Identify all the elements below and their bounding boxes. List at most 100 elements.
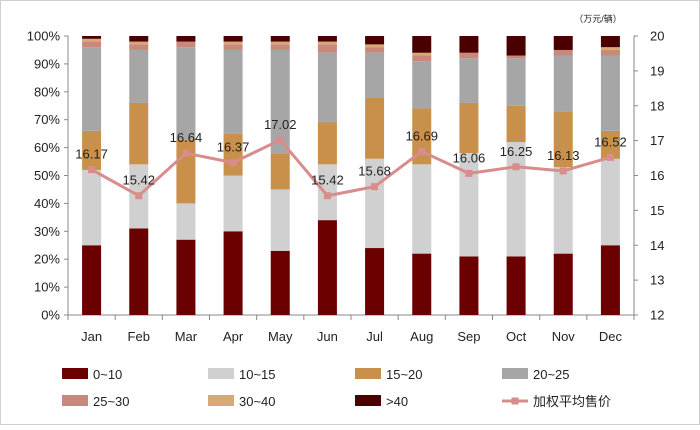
legend-swatch xyxy=(208,368,234,379)
bar-segment xyxy=(365,52,385,98)
y-right-tick-label: 17 xyxy=(650,133,664,148)
y-right-tick-label: 12 xyxy=(650,308,664,323)
y-left-tick-label: 100% xyxy=(27,29,61,44)
bar-segment xyxy=(82,245,102,315)
legend-item: 30~40 xyxy=(208,394,276,409)
legend-swatch xyxy=(62,368,88,379)
price-data-label: 15.42 xyxy=(311,173,344,188)
bar-segment xyxy=(506,142,526,257)
y-right-tick-label: 14 xyxy=(650,238,664,253)
legend-item: 加权平均售价 xyxy=(502,394,611,409)
y-right-tick-label: 20 xyxy=(650,29,664,44)
bar-segment xyxy=(317,36,337,42)
price-data-label: 15.42 xyxy=(122,173,155,188)
bar-segment xyxy=(82,41,102,48)
legend-swatch xyxy=(502,368,528,379)
y-right-tick-label: 18 xyxy=(650,98,664,113)
bar-segment xyxy=(506,105,526,143)
x-tick-label: Oct xyxy=(506,329,527,344)
price-marker xyxy=(182,149,190,157)
price-marker xyxy=(323,192,331,200)
bar-segment xyxy=(317,44,337,53)
bar-stack-mar xyxy=(176,36,196,315)
bar-segment xyxy=(600,55,620,131)
legend-item: >40 xyxy=(355,394,408,409)
bar-segment xyxy=(129,41,149,45)
bar-segment xyxy=(412,253,432,315)
bar-segment xyxy=(317,52,337,123)
bar-segment xyxy=(223,44,243,50)
bar-segment xyxy=(82,169,102,246)
bar-segment xyxy=(176,36,196,42)
price-data-label: 16.06 xyxy=(453,150,486,165)
legend-label: 15~20 xyxy=(386,367,423,382)
bar-segment xyxy=(412,164,432,254)
bar-stack-may xyxy=(270,36,290,315)
legend-label: >40 xyxy=(386,394,408,409)
y-left-tick-label: 70% xyxy=(34,112,60,127)
bar-segment xyxy=(270,41,290,45)
bar-segment xyxy=(270,250,290,315)
bar-segment xyxy=(600,245,620,315)
bar-segment xyxy=(459,102,479,154)
x-tick-label: Feb xyxy=(128,329,150,344)
bars xyxy=(82,36,620,315)
bar-stack-oct xyxy=(506,36,526,315)
bar-segment xyxy=(365,36,385,45)
price-marker xyxy=(559,167,567,175)
bar-segment xyxy=(412,108,432,165)
bar-stack-jan xyxy=(82,36,102,315)
legend-label: 0~10 xyxy=(93,367,122,382)
price-data-label: 16.17 xyxy=(75,147,108,162)
bar-segment xyxy=(129,102,149,165)
bar-segment xyxy=(270,49,290,154)
bar-segment xyxy=(223,133,243,176)
bar-segment xyxy=(129,228,149,315)
price-line-layer xyxy=(88,136,614,200)
labels-layer: 16.17 15.42 16.64 16.37 17.02 15.42 15.68 16.69… xyxy=(75,117,626,188)
price-marker xyxy=(371,183,379,191)
bar-segment xyxy=(317,122,337,165)
price-marker xyxy=(276,136,284,144)
bar-segment xyxy=(176,203,196,240)
legend-item: 10~15 xyxy=(208,367,276,382)
y-left-tick-label: 40% xyxy=(34,196,60,211)
legend-label: 30~40 xyxy=(239,394,276,409)
legend-item: 0~10 xyxy=(62,367,122,382)
bar-segment xyxy=(600,130,620,159)
bar-stack-sep xyxy=(459,36,479,315)
x-tick-label: Aug xyxy=(410,329,433,344)
bar-segment xyxy=(412,61,432,109)
bar-segment xyxy=(553,36,573,50)
legend-item: 15~20 xyxy=(355,367,423,382)
bar-segment xyxy=(600,49,620,56)
bar-stack-nov xyxy=(553,36,573,315)
bar-segment xyxy=(129,44,149,50)
bar-segment xyxy=(553,111,573,168)
x-tick-label: Apr xyxy=(223,329,244,344)
x-tick-label: Jun xyxy=(317,329,338,344)
bar-segment xyxy=(223,231,243,315)
bar-segment xyxy=(506,55,526,59)
legend-swatch xyxy=(355,368,381,379)
price-data-label: 16.64 xyxy=(170,130,203,145)
legend-item: 25~30 xyxy=(62,394,130,409)
bar-stack-apr xyxy=(223,36,243,315)
bar-segment xyxy=(365,248,385,315)
y-right-tick-label: 16 xyxy=(650,168,664,183)
bar-segment xyxy=(82,36,102,39)
price-data-label: 15.68 xyxy=(358,164,391,179)
bar-stack-feb xyxy=(129,36,149,315)
price-marker xyxy=(135,192,143,200)
bar-segment xyxy=(459,58,479,103)
bar-stack-jun xyxy=(317,36,337,315)
bar-segment xyxy=(553,167,573,254)
y-right-tick-label: 19 xyxy=(650,63,664,78)
bar-segment xyxy=(176,47,196,140)
price-data-label: 16.37 xyxy=(217,140,250,155)
legend-swatch xyxy=(62,395,88,406)
bar-segment xyxy=(553,49,573,56)
bar-segment xyxy=(129,36,149,42)
